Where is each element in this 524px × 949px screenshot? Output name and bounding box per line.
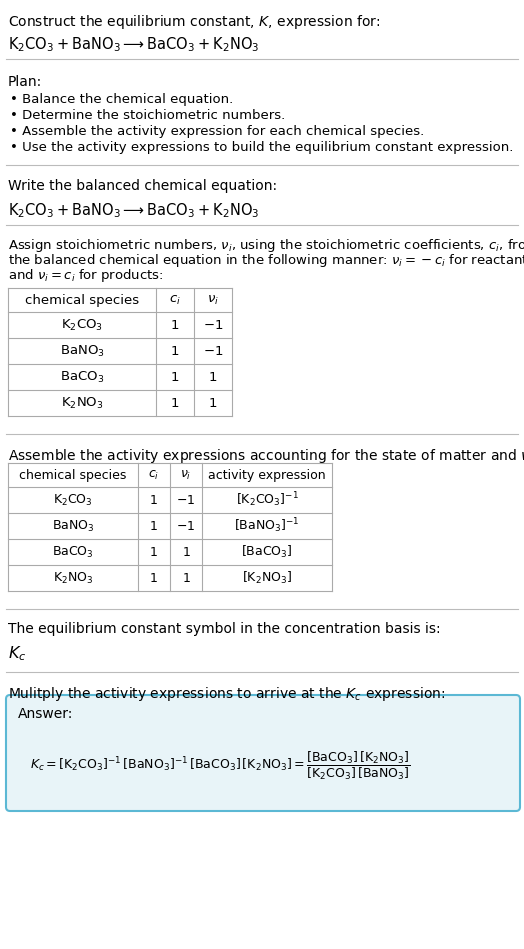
Text: $[\mathrm{K_2NO_3}]$: $[\mathrm{K_2NO_3}]$	[242, 570, 292, 586]
Text: • Assemble the activity expression for each chemical species.: • Assemble the activity expression for e…	[10, 125, 424, 138]
Text: 1: 1	[150, 546, 158, 559]
Text: $c_i$: $c_i$	[169, 293, 181, 307]
Text: $\mathrm{K_2NO_3}$: $\mathrm{K_2NO_3}$	[53, 570, 93, 586]
Text: 1: 1	[150, 571, 158, 585]
Text: • Use the activity expressions to build the equilibrium constant expression.: • Use the activity expressions to build …	[10, 141, 514, 154]
Text: The equilibrium constant symbol in the concentration basis is:: The equilibrium constant symbol in the c…	[8, 622, 441, 636]
Text: $-1$: $-1$	[177, 519, 195, 532]
Text: $c_i$: $c_i$	[148, 469, 160, 481]
Text: $\mathrm{K_2CO_3 + BaNO_3 \longrightarrow BaCO_3 + K_2NO_3}$: $\mathrm{K_2CO_3 + BaNO_3 \longrightarro…	[8, 201, 259, 220]
FancyBboxPatch shape	[6, 695, 520, 811]
Text: the balanced chemical equation in the following manner: $\nu_i = -c_i$ for react: the balanced chemical equation in the fo…	[8, 252, 524, 269]
Text: Mulitply the activity expressions to arrive at the $K_c$ expression:: Mulitply the activity expressions to arr…	[8, 685, 445, 703]
Text: $-1$: $-1$	[203, 319, 223, 331]
Text: 1: 1	[150, 493, 158, 507]
Text: 1: 1	[171, 370, 179, 383]
Text: $\mathrm{BaCO_3}$: $\mathrm{BaCO_3}$	[60, 369, 104, 384]
Text: chemical species: chemical species	[25, 293, 139, 307]
Text: Answer:: Answer:	[18, 707, 73, 721]
Text: Assign stoichiometric numbers, $\nu_i$, using the stoichiometric coefficients, $: Assign stoichiometric numbers, $\nu_i$, …	[8, 237, 524, 254]
Text: activity expression: activity expression	[208, 469, 326, 481]
Text: $\nu_i$: $\nu_i$	[207, 293, 219, 307]
Text: 1: 1	[171, 397, 179, 410]
Text: Construct the equilibrium constant, $K$, expression for:: Construct the equilibrium constant, $K$,…	[8, 13, 380, 31]
Text: $1$: $1$	[182, 571, 190, 585]
Text: $\mathrm{K_2NO_3}$: $\mathrm{K_2NO_3}$	[61, 396, 103, 411]
Text: $-1$: $-1$	[203, 344, 223, 358]
Text: $\mathrm{BaNO_3}$: $\mathrm{BaNO_3}$	[60, 344, 104, 359]
Text: $[\mathrm{BaCO_3}]$: $[\mathrm{BaCO_3}]$	[241, 544, 293, 560]
Text: $1$: $1$	[209, 370, 217, 383]
Text: • Determine the stoichiometric numbers.: • Determine the stoichiometric numbers.	[10, 109, 285, 122]
Text: $K_c = [\mathrm{K_2CO_3}]^{-1}\,[\mathrm{BaNO_3}]^{-1}\,[\mathrm{BaCO_3}]\,[\mat: $K_c = [\mathrm{K_2CO_3}]^{-1}\,[\mathrm…	[30, 750, 410, 782]
Text: $\mathrm{K_2CO_3 + BaNO_3 \longrightarrow BaCO_3 + K_2NO_3}$: $\mathrm{K_2CO_3 + BaNO_3 \longrightarro…	[8, 35, 259, 54]
Text: $1$: $1$	[209, 397, 217, 410]
Text: $K_c$: $K_c$	[8, 644, 26, 662]
Text: $\nu_i$: $\nu_i$	[180, 469, 192, 481]
Text: $\mathrm{BaNO_3}$: $\mathrm{BaNO_3}$	[52, 518, 94, 533]
Text: $[\mathrm{K_2CO_3}]^{-1}$: $[\mathrm{K_2CO_3}]^{-1}$	[236, 491, 298, 510]
Text: 1: 1	[171, 344, 179, 358]
Text: Assemble the activity expressions accounting for the state of matter and $\nu_i$: Assemble the activity expressions accoun…	[8, 447, 524, 465]
Text: Plan:: Plan:	[8, 75, 42, 89]
Text: $\mathrm{K_2CO_3}$: $\mathrm{K_2CO_3}$	[61, 318, 103, 332]
Text: $\mathrm{BaCO_3}$: $\mathrm{BaCO_3}$	[52, 545, 94, 560]
Text: Write the balanced chemical equation:: Write the balanced chemical equation:	[8, 179, 277, 193]
Text: • Balance the chemical equation.: • Balance the chemical equation.	[10, 93, 233, 106]
Text: $\mathrm{K_2CO_3}$: $\mathrm{K_2CO_3}$	[53, 493, 93, 508]
Text: 1: 1	[150, 519, 158, 532]
Text: $[\mathrm{BaNO_3}]^{-1}$: $[\mathrm{BaNO_3}]^{-1}$	[234, 516, 300, 535]
Text: chemical species: chemical species	[19, 469, 127, 481]
Text: $1$: $1$	[182, 546, 190, 559]
Text: $-1$: $-1$	[177, 493, 195, 507]
Text: 1: 1	[171, 319, 179, 331]
Text: and $\nu_i = c_i$ for products:: and $\nu_i = c_i$ for products:	[8, 267, 163, 284]
